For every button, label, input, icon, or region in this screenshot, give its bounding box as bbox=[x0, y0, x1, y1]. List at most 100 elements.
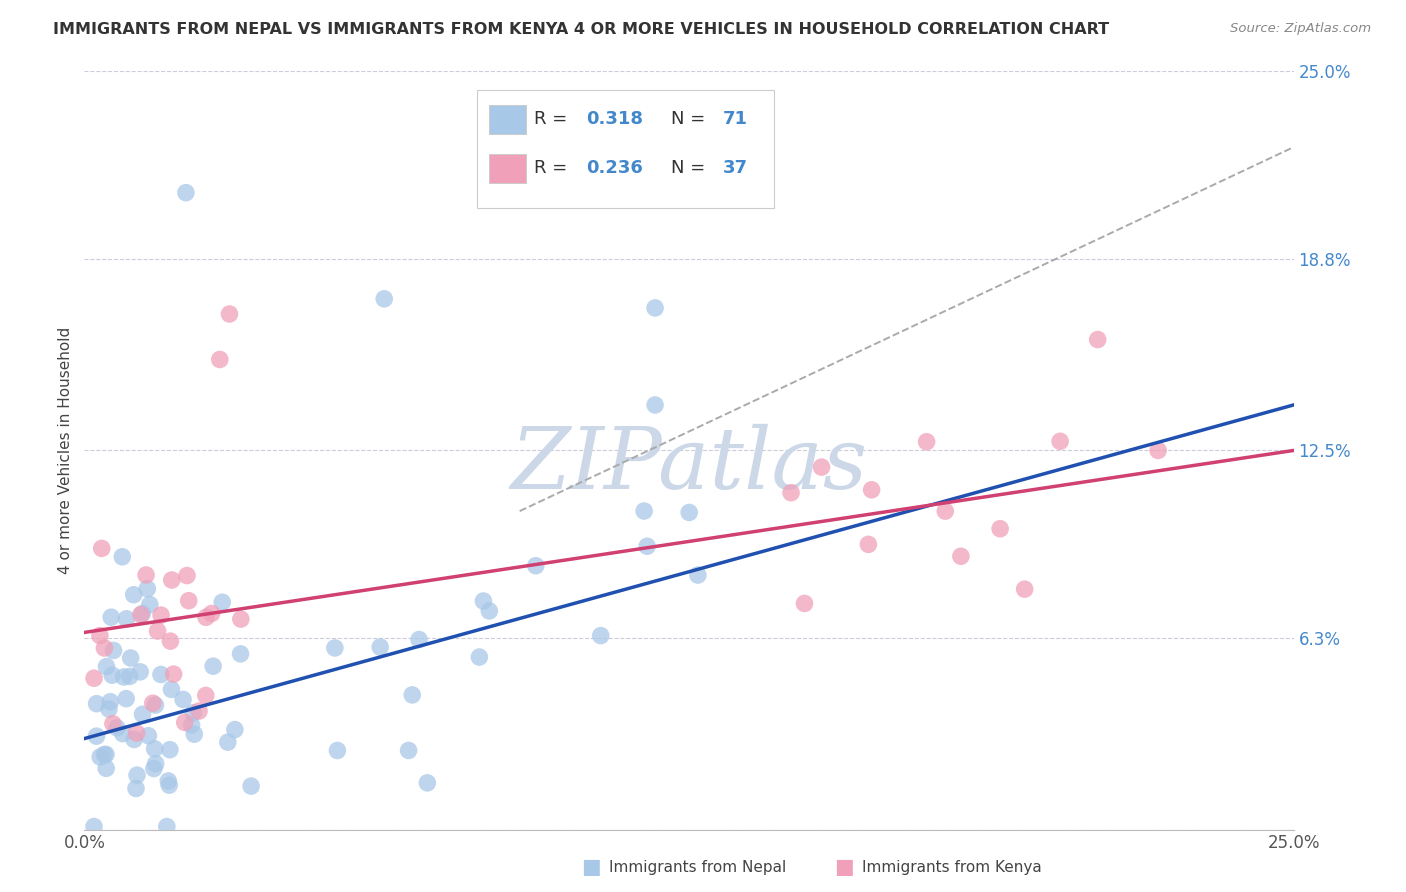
Point bbox=[146, 624, 169, 638]
Point bbox=[159, 634, 181, 648]
Point bbox=[120, 651, 142, 665]
Point bbox=[188, 704, 211, 718]
Point bbox=[96, 659, 118, 673]
Point bbox=[1147, 443, 1170, 458]
Point bbox=[103, 643, 125, 657]
Point bbox=[524, 558, 547, 573]
Point bbox=[129, 665, 152, 679]
Point bbox=[988, 522, 1011, 536]
Point bbox=[860, 483, 883, 497]
Point bbox=[111, 727, 134, 741]
Point bbox=[139, 598, 162, 612]
FancyBboxPatch shape bbox=[489, 104, 526, 134]
Point bbox=[145, 698, 167, 712]
Point bbox=[1014, 582, 1036, 596]
Point bbox=[211, 595, 233, 609]
Point bbox=[93, 747, 115, 762]
Point bbox=[686, 568, 709, 582]
Point bbox=[89, 629, 111, 643]
Point bbox=[678, 506, 700, 520]
Point bbox=[83, 671, 105, 685]
Point bbox=[115, 612, 138, 626]
Text: ■: ■ bbox=[834, 857, 853, 877]
Point bbox=[112, 670, 135, 684]
Point bbox=[86, 729, 108, 743]
Point bbox=[644, 398, 666, 412]
Point bbox=[145, 756, 167, 771]
Point bbox=[810, 460, 832, 475]
Point bbox=[181, 706, 204, 720]
Point bbox=[105, 721, 128, 735]
Point bbox=[472, 594, 495, 608]
Point bbox=[176, 568, 198, 582]
Point bbox=[129, 607, 152, 622]
Point bbox=[157, 778, 180, 792]
Text: 71: 71 bbox=[723, 110, 748, 128]
Point bbox=[162, 667, 184, 681]
Point bbox=[135, 568, 157, 582]
Point bbox=[408, 632, 430, 647]
Point bbox=[160, 682, 183, 697]
Point bbox=[780, 485, 803, 500]
Point bbox=[589, 629, 612, 643]
Point bbox=[326, 743, 349, 757]
Point bbox=[159, 742, 181, 756]
Point bbox=[83, 820, 105, 834]
Point bbox=[96, 761, 118, 775]
Point bbox=[101, 668, 124, 682]
Point bbox=[118, 669, 141, 683]
Point bbox=[858, 537, 880, 551]
Point bbox=[142, 762, 165, 776]
Point bbox=[100, 695, 122, 709]
Point bbox=[143, 741, 166, 756]
Point bbox=[93, 640, 115, 655]
Point bbox=[156, 820, 179, 834]
Point bbox=[173, 715, 195, 730]
Point bbox=[398, 743, 420, 757]
Point bbox=[174, 186, 197, 200]
Text: IMMIGRANTS FROM NEPAL VS IMMIGRANTS FROM KENYA 4 OR MORE VEHICLES IN HOUSEHOLD C: IMMIGRANTS FROM NEPAL VS IMMIGRANTS FROM… bbox=[53, 22, 1109, 37]
Text: R =: R = bbox=[534, 160, 568, 178]
Point bbox=[136, 582, 159, 596]
Text: Immigrants from Nepal: Immigrants from Nepal bbox=[609, 860, 786, 874]
Point bbox=[201, 607, 224, 621]
Point bbox=[142, 696, 165, 710]
Point bbox=[368, 640, 391, 654]
Point bbox=[157, 774, 180, 789]
Point bbox=[218, 307, 240, 321]
Point bbox=[373, 292, 395, 306]
Point bbox=[138, 729, 160, 743]
Point bbox=[89, 750, 111, 764]
Point bbox=[150, 608, 173, 623]
Y-axis label: 4 or more Vehicles in Household: 4 or more Vehicles in Household bbox=[58, 326, 73, 574]
Point bbox=[131, 707, 153, 722]
Point bbox=[86, 697, 108, 711]
FancyBboxPatch shape bbox=[478, 90, 773, 208]
Point bbox=[177, 593, 200, 607]
Point bbox=[401, 688, 423, 702]
Text: 0.318: 0.318 bbox=[586, 110, 643, 128]
Point bbox=[195, 610, 218, 624]
Text: 37: 37 bbox=[723, 160, 748, 178]
Point bbox=[468, 650, 491, 665]
Point bbox=[478, 604, 501, 618]
Text: 0.236: 0.236 bbox=[586, 160, 643, 178]
FancyBboxPatch shape bbox=[489, 154, 526, 183]
Point bbox=[183, 727, 205, 741]
Point bbox=[97, 702, 120, 716]
Point bbox=[636, 539, 658, 553]
Point bbox=[229, 612, 252, 626]
Point bbox=[160, 573, 183, 587]
Point bbox=[111, 549, 134, 564]
Point bbox=[122, 732, 145, 747]
Point bbox=[1087, 333, 1109, 347]
Point bbox=[208, 352, 231, 367]
Text: Source: ZipAtlas.com: Source: ZipAtlas.com bbox=[1230, 22, 1371, 36]
Point bbox=[949, 549, 972, 564]
Point bbox=[633, 504, 655, 518]
Point bbox=[180, 718, 202, 732]
Point bbox=[1049, 434, 1071, 449]
Text: ZIPatlas: ZIPatlas bbox=[510, 425, 868, 507]
Point bbox=[194, 689, 217, 703]
Point bbox=[644, 301, 666, 315]
